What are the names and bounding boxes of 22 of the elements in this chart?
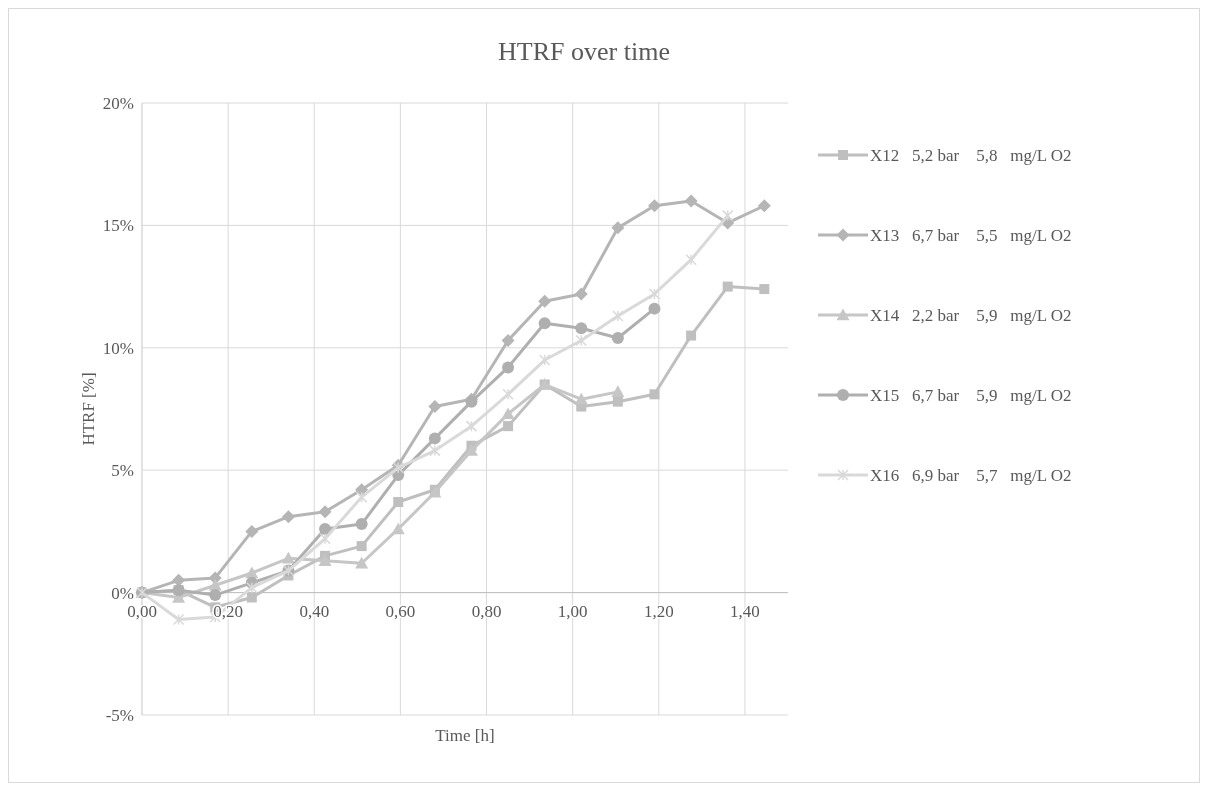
legend-label: X16 6,9 bar 5,7 mg/L O2 <box>870 465 1072 485</box>
x-axis-title: Time [h] <box>435 726 495 745</box>
legend-label: X13 6,7 bar 5,5 mg/L O2 <box>870 225 1072 245</box>
y-tick-label: 10% <box>102 338 134 358</box>
chart-title: HTRF over time <box>498 37 670 66</box>
x-tick-label: 1,00 <box>557 601 588 621</box>
x-tick-label: 1,40 <box>730 601 760 621</box>
x-tick-label: 1,20 <box>643 601 674 621</box>
legend-label: X14 2,2 bar 5,9 mg/L O2 <box>870 305 1072 325</box>
x-tick-label: 0,20 <box>213 601 244 621</box>
legend-label: X12 5,2 bar 5,8 mg/L O2 <box>870 145 1072 165</box>
legend-label: X15 6,7 bar 5,9 mg/L O2 <box>870 385 1072 405</box>
y-tick-label: 5% <box>111 461 134 481</box>
y-tick-label: 20% <box>102 93 134 113</box>
y-axis-title: HTRF [%] <box>79 372 98 446</box>
x-tick-label: 0,60 <box>385 601 416 621</box>
x-tick-label: 0,80 <box>471 601 502 621</box>
y-tick-label: 15% <box>102 216 134 236</box>
x-tick-label: 0,40 <box>299 601 330 621</box>
y-tick-label: 0% <box>111 583 134 603</box>
x-tick-label: 0,00 <box>127 601 157 621</box>
y-tick-label: -5% <box>105 705 134 725</box>
